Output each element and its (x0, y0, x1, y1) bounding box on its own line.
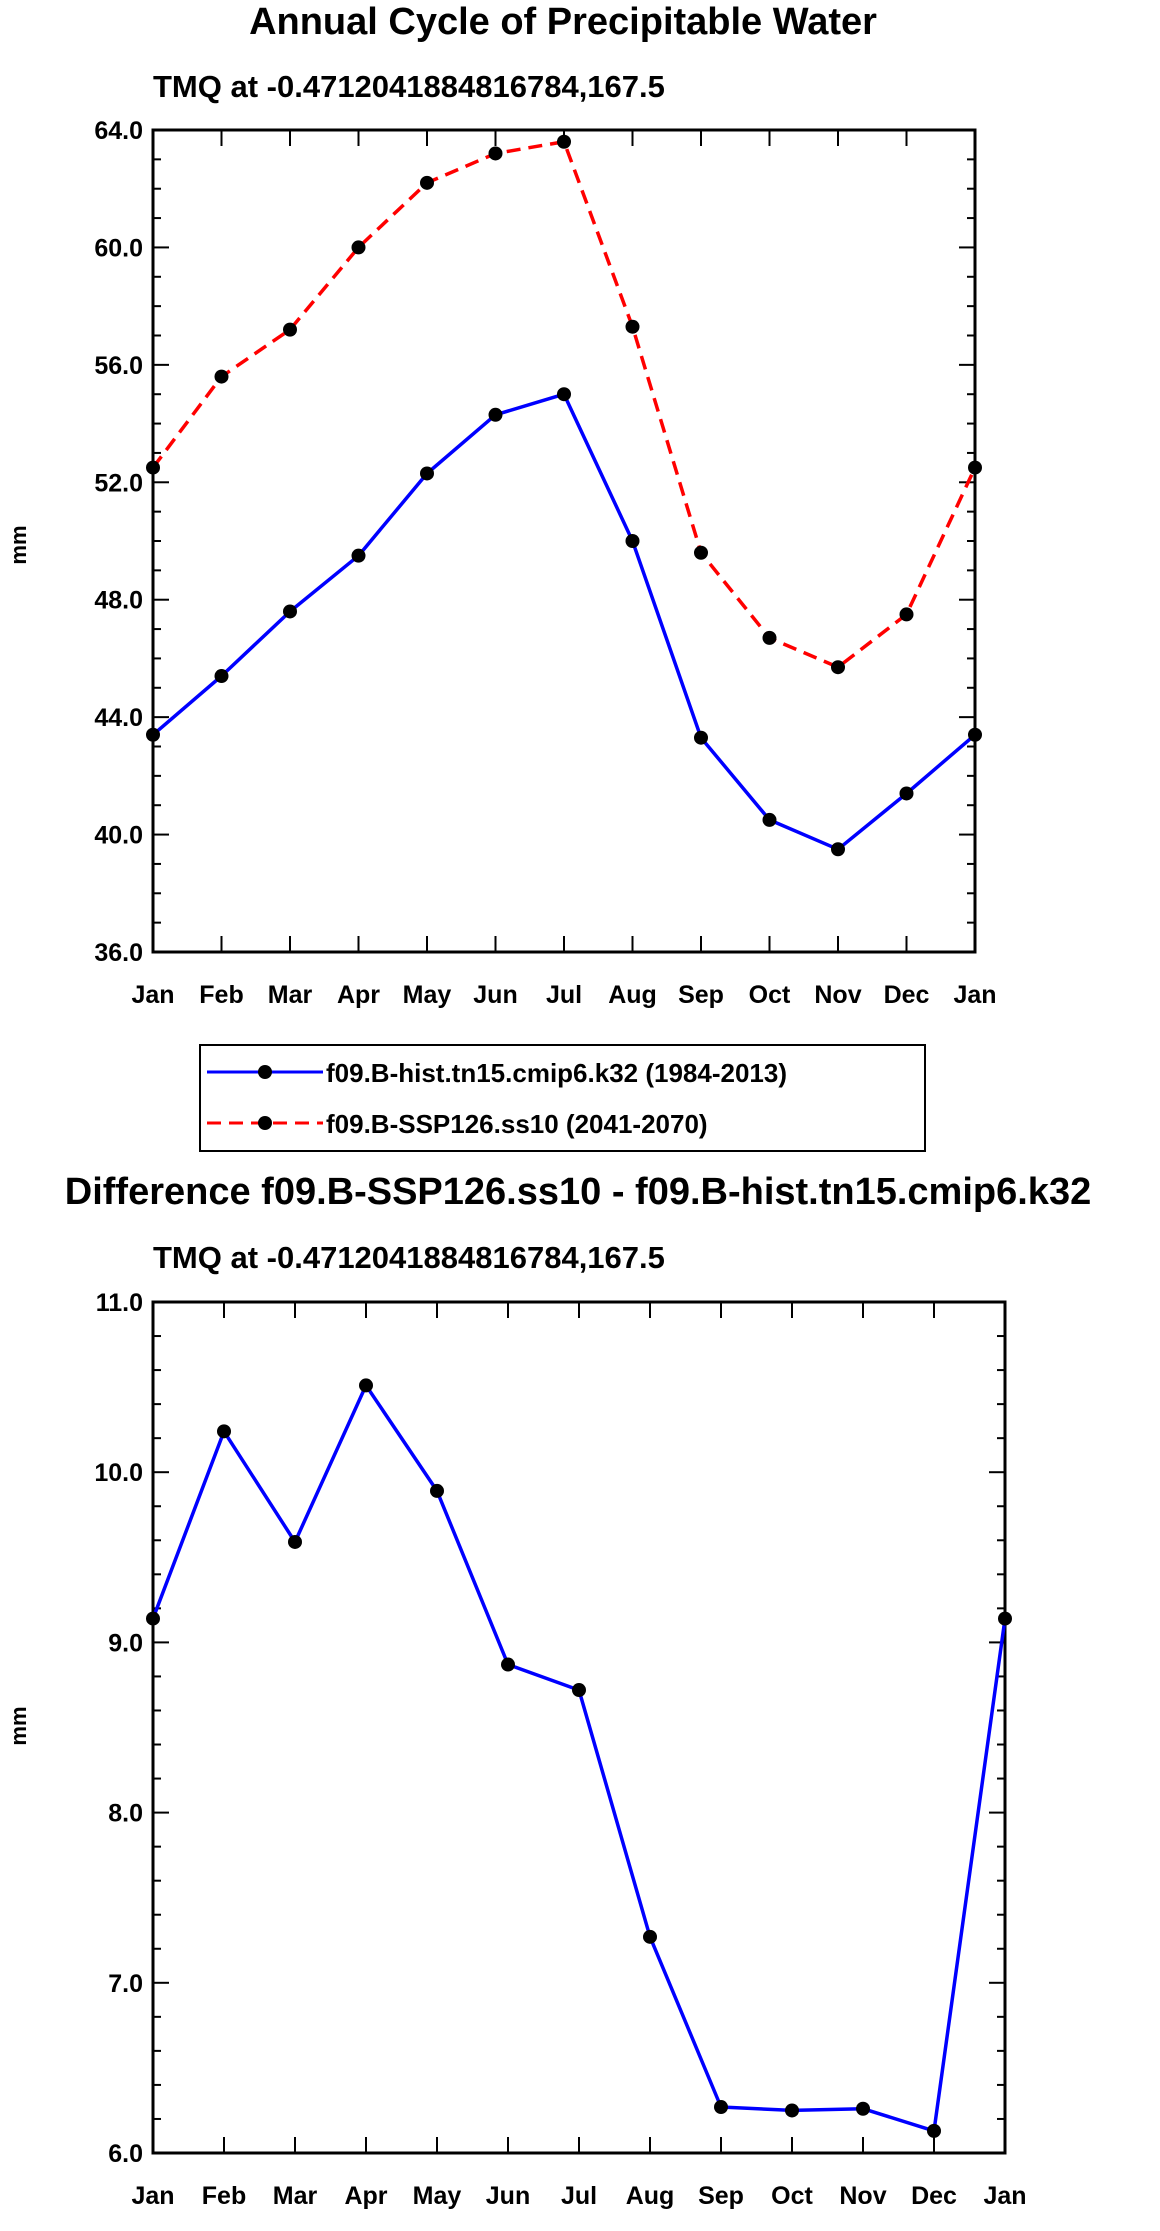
chart2-series-0-point (714, 2100, 728, 2115)
chart1-series-0-point (488, 407, 503, 422)
y-tick-label: 56.0 (94, 352, 143, 380)
chart2-series-0-point (288, 1534, 302, 1549)
x-tick-label: Jul (546, 981, 582, 1009)
x-tick-label: Apr (344, 2182, 387, 2210)
x-tick-label: Sep (698, 2182, 744, 2210)
x-tick-label: Jun (473, 981, 517, 1009)
chart1-series-0-point (557, 387, 571, 402)
x-tick-label: Jan (131, 2182, 174, 2210)
y-tick-label: 48.0 (94, 587, 143, 615)
chart2-title: Difference f09.B-SSP126.ss10 - f09.B-his… (65, 1171, 1091, 1213)
x-tick-label: Sep (678, 981, 724, 1009)
chart1-title: Annual Cycle of Precipitable Water (249, 1, 877, 43)
chart1-series-0-point (625, 534, 640, 548)
y-tick-label: 9.0 (108, 1629, 143, 1657)
chart2-series-0-point (643, 1929, 657, 1944)
x-tick-label: Dec (911, 2182, 957, 2210)
y-tick-label: 11.0 (96, 1289, 143, 1317)
chart1-series-1-point (968, 460, 982, 475)
chart1-series-1-point (146, 460, 160, 475)
x-tick-label: Jan (131, 981, 174, 1009)
chart1-series-1-point (420, 175, 434, 190)
x-tick-label: Oct (771, 2182, 813, 2210)
legend-box (199, 1044, 926, 1152)
x-tick-label: May (413, 2182, 462, 2210)
chart1-series-1-point (831, 660, 845, 675)
chart1-series-0-point (420, 466, 434, 481)
chart1-series-1-point (214, 369, 229, 384)
chart2-series-0-point (927, 2123, 941, 2138)
chart1-series-1-point (351, 240, 366, 255)
y-tick-label: 60.0 (94, 234, 143, 262)
chart2-series-0-point (501, 1657, 515, 1672)
y-tick-label: 40.0 (94, 822, 143, 850)
chart1-series-0-point (694, 730, 708, 745)
chart2-series-0-point (430, 1483, 444, 1498)
chart1-series-0-point (899, 786, 914, 801)
chart1-series-0-point (968, 727, 982, 742)
x-tick-label: Jul (561, 2182, 597, 2210)
chart1-series-1-point (283, 322, 297, 337)
x-tick-label: Dec (884, 981, 930, 1009)
x-tick-label: Apr (337, 981, 380, 1009)
x-tick-label: Oct (749, 981, 791, 1009)
chart1-legend: f09.B-hist.tn15.cmip6.k32 (1984-2013) f0… (199, 1044, 926, 1152)
chart2-series-0-point (785, 2103, 799, 2118)
chart1-series-0-point (351, 548, 366, 563)
x-tick-label: Mar (273, 2182, 318, 2210)
x-tick-label: Jan (953, 981, 996, 1009)
chart1-series-1-point (694, 545, 708, 560)
y-tick-label: 8.0 (108, 1800, 143, 1828)
chart2-subtitle: TMQ at -0.4712041884816784,167.5 (153, 1240, 665, 1275)
chart1-subtitle: TMQ at -0.4712041884816784,167.5 (153, 69, 665, 104)
chart2-plot-area: 6.0 7.0 8.0 9.0 10.0 11.0 Jan Feb Mar Apr May Jun Ju… (94, 1289, 1026, 2210)
chart2-series-0-point (359, 1378, 373, 1393)
y-tick-label: 52.0 (94, 469, 143, 497)
x-tick-label: Jan (983, 2182, 1026, 2210)
x-tick-label: May (403, 981, 452, 1009)
chart1-ylabel: mm (6, 525, 31, 564)
chart1-series-1-point (899, 607, 914, 622)
chart1-series-1-line (151, 139, 977, 669)
chart1-frame (151, 128, 977, 954)
x-tick-label: Nov (814, 981, 861, 1009)
chart1-series-1-point (557, 134, 571, 149)
chart1-series-0-point (214, 669, 229, 684)
y-tick-label: 10.0 (94, 1459, 143, 1487)
chart1-series-1-point (625, 319, 640, 334)
chart2-frame (151, 1300, 1007, 2155)
chart2-series-0-point (998, 1611, 1012, 1626)
chart1-series-0-point (762, 812, 777, 827)
legend-label-ssp: f09.B-SSP126.ss10 (2041-2070) (326, 1109, 708, 1139)
chart1-plot-area: 36.0 40.0 44.0 48.0 52.0 56.0 60.0 64.0 Jan Feb Ma… (94, 117, 996, 1009)
y-tick-label: 64.0 (94, 117, 143, 145)
chart1-series-0-point (146, 727, 160, 742)
y-tick-label: 44.0 (94, 704, 143, 732)
x-tick-label: Jun (486, 2182, 530, 2210)
y-tick-label: 36.0 (94, 939, 143, 967)
x-tick-label: Feb (202, 2182, 246, 2210)
chart2-series-0-line (151, 1383, 1007, 2133)
legend-marker-ssp (258, 1116, 272, 1130)
legend-label-hist: f09.B-hist.tn15.cmip6.k32 (1984-2013) (326, 1058, 787, 1088)
chart1-series-0-line (151, 392, 977, 852)
x-tick-label: Mar (268, 981, 313, 1009)
chart2-ylabel: mm (6, 1706, 31, 1745)
chart1-series-1-point (488, 146, 503, 161)
x-tick-label: Nov (839, 2182, 886, 2210)
chart1-series-0-point (831, 842, 845, 857)
chart2-series-0-point (146, 1611, 160, 1626)
chart1-series-1-point (762, 630, 777, 645)
chart2-series-0-point (856, 2101, 870, 2116)
x-tick-label: Aug (608, 981, 657, 1009)
y-tick-label: 7.0 (108, 1970, 143, 1998)
chart2-series-0-point (217, 1424, 231, 1439)
y-tick-label: 6.0 (108, 2140, 143, 2168)
x-tick-label: Aug (626, 2182, 675, 2210)
x-tick-label: Feb (199, 981, 243, 1009)
chart1-series-0-point (283, 604, 297, 619)
chart2-series-0-point (572, 1683, 586, 1698)
legend-marker-hist (258, 1065, 272, 1079)
